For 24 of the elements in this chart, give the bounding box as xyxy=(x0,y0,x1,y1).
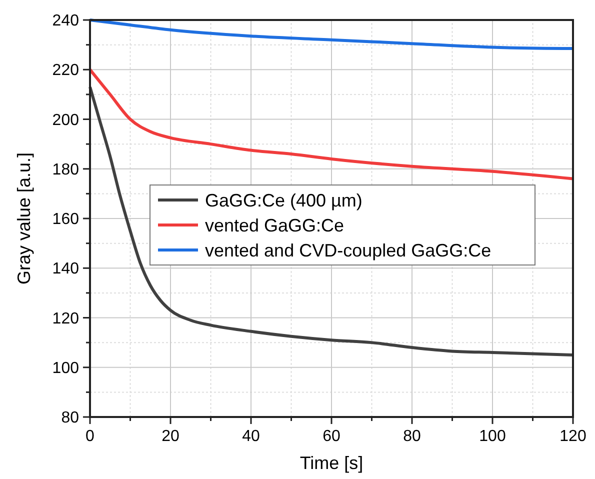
y-tick-label: 160 xyxy=(52,211,80,228)
legend-label: vented and CVD-coupled GaGG:Ce xyxy=(205,240,492,260)
x-tick-label: 0 xyxy=(86,428,95,445)
y-tick-label: 120 xyxy=(52,310,80,328)
y-tick-label: 240 xyxy=(52,12,80,30)
y-tick-label: 80 xyxy=(61,410,80,427)
y-tick-label: 180 xyxy=(52,161,80,178)
x-tick-label: 40 xyxy=(242,428,260,445)
y-tick-label: 220 xyxy=(52,62,80,80)
legend-label: vented GaGG:Ce xyxy=(205,215,344,236)
line-series xyxy=(88,85,574,356)
x-tick-label: 80 xyxy=(403,428,421,445)
line-series xyxy=(88,18,574,50)
x-tick-label: 60 xyxy=(322,428,340,445)
y-tick-label: 140 xyxy=(52,260,80,278)
y-tick-label: 100 xyxy=(52,360,80,377)
y-axis-title: Gray value [a.u.] xyxy=(14,152,34,285)
legend-label: GaGG:Ce (400 µm) xyxy=(205,190,362,210)
x-tick-label: 120 xyxy=(560,428,586,445)
y-tick-label: 200 xyxy=(52,112,80,129)
line-series xyxy=(88,68,574,180)
x-axis-title: Time [s] xyxy=(300,453,364,473)
x-tick-label: 20 xyxy=(162,428,180,445)
x-tick-label: 100 xyxy=(479,428,506,445)
